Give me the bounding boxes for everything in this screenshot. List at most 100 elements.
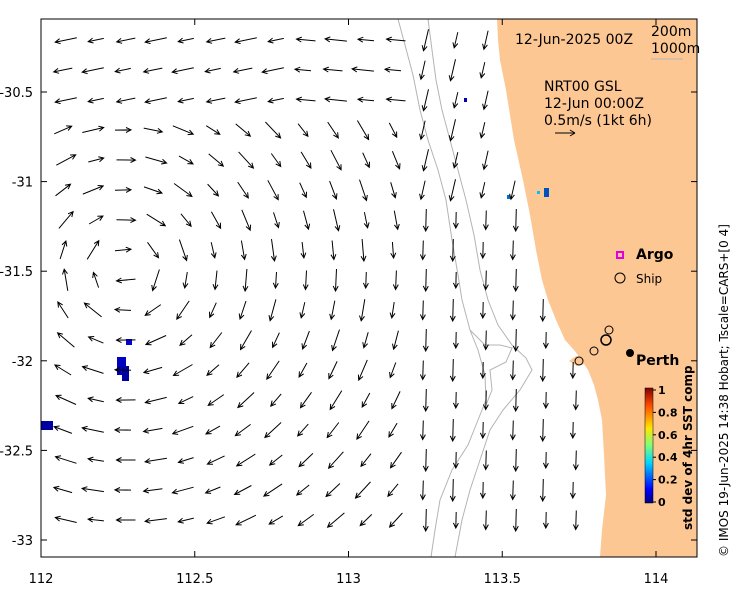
- scale-arrow-icon: [555, 129, 576, 137]
- current-arrow: [422, 208, 429, 233]
- current-arrow: [88, 156, 105, 163]
- map-date-title: 12-Jun-2025 00Z: [515, 32, 633, 48]
- current-arrow: [419, 420, 426, 441]
- current-arrow: [52, 485, 73, 494]
- current-arrow: [206, 455, 225, 465]
- current-arrow: [479, 122, 486, 139]
- current-arrow: [88, 215, 104, 225]
- current-arrow: [388, 512, 403, 528]
- current-arrow: [326, 422, 340, 439]
- current-arrow: [359, 299, 366, 322]
- current-arrow: [572, 450, 579, 471]
- current-arrow: [115, 277, 136, 284]
- current-arrow: [422, 508, 429, 533]
- current-arrow: [333, 209, 341, 232]
- current-arrow: [300, 151, 312, 170]
- current-arrow: [242, 268, 249, 293]
- current-arrow: [482, 390, 489, 411]
- current-arrow: [389, 302, 396, 320]
- current-arrow: [509, 180, 516, 201]
- current-arrow: [261, 67, 284, 75]
- x-tick-label: 113.5: [484, 572, 521, 587]
- current-arrow: [362, 152, 370, 169]
- current-arrow: [267, 97, 284, 104]
- current-arrow: [390, 182, 397, 199]
- current-arrow: [92, 271, 100, 288]
- current-arrow: [114, 186, 133, 193]
- current-arrow: [179, 334, 193, 347]
- colorbar-tick-label: 0.4: [658, 451, 678, 464]
- current-arrow: [208, 153, 225, 167]
- y-tick-label: -33: [12, 534, 33, 549]
- current-arrow: [332, 268, 339, 293]
- current-arrow: [234, 423, 251, 437]
- current-arrow: [142, 67, 163, 74]
- current-arrow: [238, 151, 255, 169]
- current-arrow: [114, 127, 133, 133]
- ship-positions: [574, 325, 614, 366]
- current-arrow: [330, 149, 342, 171]
- current-arrow: [542, 451, 549, 470]
- current-arrow: [268, 515, 284, 525]
- current-arrow: [392, 330, 399, 351]
- colorbar-tick-label: 1: [658, 384, 666, 397]
- current-arrow: [113, 366, 132, 373]
- current-arrow: [235, 123, 252, 137]
- current-arrow: [62, 268, 69, 291]
- current-arrow: [303, 210, 311, 231]
- current-arrow: [421, 149, 429, 172]
- current-arrow: [177, 517, 194, 524]
- current-arrow: [238, 300, 247, 321]
- contour-shelf: [469, 329, 513, 406]
- current-arrow: [356, 36, 375, 43]
- current-arrow: [240, 240, 247, 261]
- current-arrow: [509, 480, 516, 501]
- current-arrow: [449, 238, 456, 263]
- current-arrow: [301, 330, 310, 350]
- current-arrow: [176, 300, 190, 321]
- ship-marker-icon: [614, 272, 626, 284]
- current-arrow: [393, 210, 400, 231]
- current-arrow: [143, 186, 164, 195]
- current-arrow: [479, 241, 486, 260]
- current-arrow: [295, 36, 316, 43]
- current-arrow: [236, 362, 250, 379]
- current-arrow: [81, 67, 104, 75]
- plot-frame: [40, 18, 698, 558]
- current-arrow: [572, 390, 579, 411]
- current-arrow: [327, 451, 344, 470]
- current-arrow: [449, 478, 456, 503]
- current-arrow: [512, 208, 519, 233]
- current-arrow: [235, 514, 257, 526]
- current-arrow: [509, 240, 516, 261]
- current-arrow: [361, 392, 371, 408]
- y-tick-label: -32.5: [0, 444, 33, 459]
- current-arrow: [330, 240, 337, 261]
- current-arrow: [422, 268, 429, 293]
- current-arrow: [270, 393, 282, 407]
- current-arrow: [86, 239, 100, 260]
- current-arrow: [419, 240, 426, 261]
- current-arrow: [241, 209, 252, 232]
- current-arrow: [267, 37, 284, 44]
- current-arrow: [482, 30, 489, 51]
- current-arrow: [81, 365, 104, 374]
- current-arrow: [59, 239, 68, 260]
- current-arrow: [56, 332, 75, 348]
- current-arrow: [482, 150, 489, 171]
- current-arrow: [270, 239, 277, 262]
- current-arrow: [360, 238, 367, 263]
- current-arrow: [144, 396, 167, 405]
- ship-label: Ship: [636, 272, 662, 286]
- current-arrow: [115, 397, 136, 403]
- current-arrow: [452, 391, 459, 410]
- current-arrow: [296, 423, 309, 437]
- current-arrow: [210, 242, 217, 259]
- current-arrow: [205, 125, 221, 135]
- current-arrow: [327, 121, 339, 139]
- current-arrow: [237, 181, 249, 199]
- current-arrow: [54, 37, 77, 45]
- current-arrow: [357, 359, 368, 382]
- current-arrow: [182, 272, 189, 289]
